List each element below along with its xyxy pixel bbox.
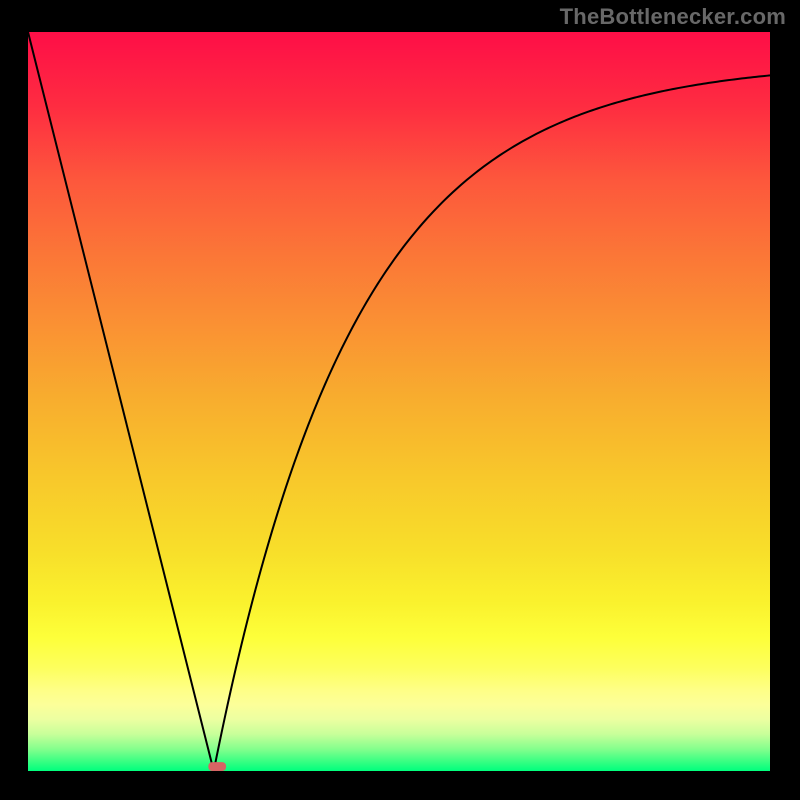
chart-container: TheBottlenecker.com — [0, 0, 800, 800]
optimum-marker — [208, 762, 226, 771]
gradient-background — [28, 32, 770, 771]
bottleneck-chart — [0, 0, 800, 800]
watermark-text: TheBottlenecker.com — [560, 4, 786, 30]
